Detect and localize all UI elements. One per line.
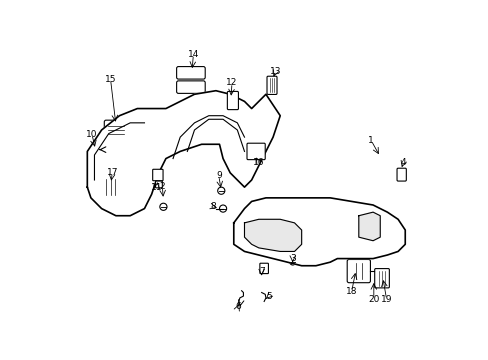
FancyBboxPatch shape (346, 260, 370, 283)
FancyBboxPatch shape (259, 263, 268, 274)
FancyBboxPatch shape (155, 181, 162, 188)
Text: 16: 16 (252, 158, 264, 167)
Text: 6: 6 (235, 302, 241, 311)
Text: 4: 4 (400, 158, 406, 167)
Text: 18: 18 (345, 287, 357, 296)
FancyBboxPatch shape (152, 169, 163, 181)
Text: 5: 5 (265, 292, 271, 301)
Text: 9: 9 (216, 171, 221, 180)
Polygon shape (358, 212, 380, 241)
FancyBboxPatch shape (176, 81, 205, 93)
Text: 8: 8 (210, 202, 216, 211)
FancyBboxPatch shape (227, 91, 238, 110)
Text: 13: 13 (270, 67, 281, 76)
Text: 15: 15 (104, 75, 116, 84)
FancyBboxPatch shape (266, 76, 276, 94)
FancyBboxPatch shape (246, 143, 264, 159)
Text: 3: 3 (289, 254, 295, 263)
FancyBboxPatch shape (374, 269, 388, 288)
Text: 19: 19 (380, 295, 392, 304)
Text: 2: 2 (159, 182, 165, 191)
Text: 12: 12 (226, 78, 237, 87)
Text: 20: 20 (367, 295, 379, 304)
Text: 7: 7 (258, 267, 264, 276)
Polygon shape (244, 219, 301, 251)
FancyBboxPatch shape (104, 120, 127, 140)
Text: 11: 11 (151, 183, 163, 192)
FancyBboxPatch shape (176, 67, 205, 79)
FancyBboxPatch shape (396, 168, 406, 181)
Polygon shape (87, 91, 280, 216)
FancyBboxPatch shape (100, 176, 121, 199)
Text: 1: 1 (367, 136, 373, 145)
Text: 17: 17 (106, 168, 118, 177)
Text: 10: 10 (86, 130, 98, 139)
Polygon shape (233, 198, 405, 266)
Text: 14: 14 (187, 50, 199, 59)
